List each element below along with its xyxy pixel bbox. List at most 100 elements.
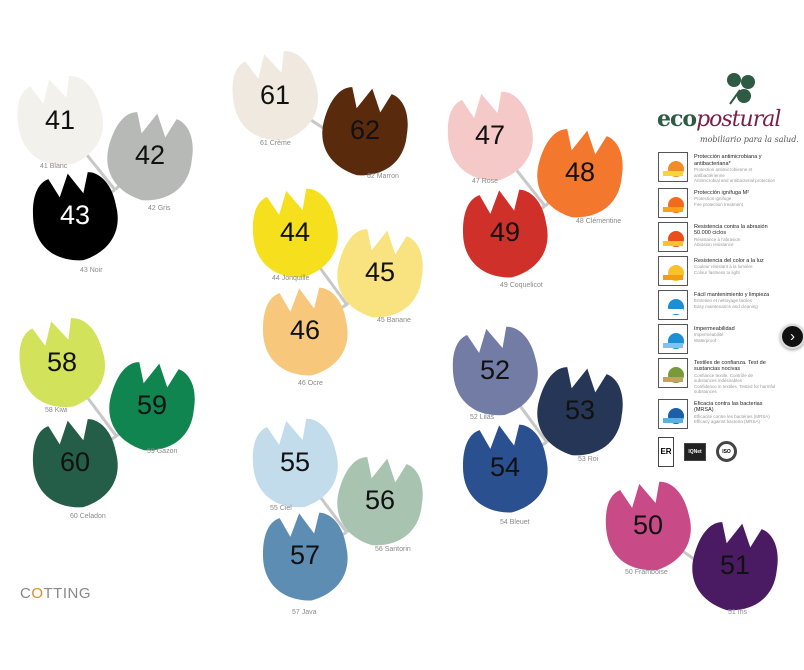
feature-list: Protección antimicrobiana y antibacteria… (658, 152, 782, 467)
color-swatch-53: 53 (532, 362, 628, 458)
feature-fr: Résistance à l'abrasion (694, 236, 741, 242)
color-swatch-46: 46 (257, 282, 353, 378)
feature-en: Colour fastness to light (694, 269, 740, 275)
swatch-number: 56 (364, 484, 396, 515)
color-swatch-54: 54 (457, 419, 553, 515)
swatch-number: 46 (289, 314, 321, 345)
water-drop-icon (658, 323, 688, 354)
swatch-number: 42 (134, 139, 166, 170)
swatch-number: 62 (349, 114, 381, 145)
feature-fr: Efficacité contre les bactéries (MRSA) (694, 413, 770, 419)
color-swatch-51: 51 (687, 517, 783, 613)
swatch-label: 48 Clémentine (576, 218, 622, 225)
feature-item: Impermeabilidad Imperméabilité Waterproof (658, 323, 782, 354)
color-swatch-59: 59 (104, 357, 200, 453)
color-swatch-45: 45 (332, 224, 428, 320)
swatch-label: 54 Bleuet (500, 519, 530, 526)
feature-en: Fire protection treatment (694, 201, 744, 207)
clover-logo-icon (727, 73, 755, 105)
feature-title: Fácil mantenimiento y limpieza (694, 291, 770, 298)
swatch-label: 56 Santorin (375, 546, 411, 553)
color-swatch-43: 43 (27, 167, 123, 263)
swatch-label: 47 Rose (472, 178, 499, 185)
color-swatch-55: 55 (247, 414, 343, 510)
color-swatch-50: 50 (600, 477, 696, 573)
leaf-shape (109, 362, 195, 451)
sunrise-icon (658, 255, 688, 286)
swatch-number: 51 (719, 549, 751, 580)
next-image-button[interactable]: › (780, 324, 804, 349)
feature-title: Protección ignífuga M² (694, 189, 750, 196)
color-swatch-58: 58 (14, 314, 110, 410)
color-swatch-41: 41 (12, 72, 108, 168)
swatch-number: 50 (632, 509, 664, 540)
feature-text: Resistencia contra la abrasión 50.000 ci… (694, 222, 776, 248)
feature-text: Protección antimicrobiana y antibacteria… (694, 152, 776, 184)
swatch-number: 43 (59, 199, 91, 230)
color-swatch-52: 52 (447, 322, 543, 418)
color-swatch-48: 48 (532, 124, 628, 220)
swatch-number: 45 (364, 256, 396, 287)
feature-en: Easy maintenance and cleaning (694, 303, 758, 309)
swatch-label: 42 Gris (148, 205, 171, 212)
leaf-shape (337, 457, 423, 546)
brand-tagline: mobiliario para la salud. (700, 135, 799, 144)
swatch-label: 44 Jonquille (272, 275, 310, 282)
feature-text: Textiles de confianza. Test de sustancia… (694, 358, 776, 395)
feature-item: Textiles de confianza. Test de sustancia… (658, 357, 782, 395)
swatch-label: 59 Gazon (147, 448, 178, 455)
leaf-shape (463, 424, 548, 513)
feature-title: Resistencia del color a la luz (694, 257, 764, 264)
cotting-logo: COTTING (20, 585, 92, 602)
chevron-right-icon: › (790, 328, 795, 345)
leaf-shape (232, 51, 319, 141)
color-swatch-61: 61 (227, 47, 323, 143)
swatch-label: 49 Coquelicot (500, 282, 543, 289)
sun-bacteria-icon (658, 152, 688, 182)
abrasion-icon (658, 221, 688, 252)
swatch-number: 59 (136, 389, 168, 420)
feature-fr: Confiance textile. Contrôle de substance… (694, 372, 754, 384)
feature-text: Fácil mantenimiento y limpieza Entretien … (694, 290, 776, 310)
leaf-shape (463, 189, 548, 278)
feature-fr: Imperméabilité (694, 332, 724, 337)
swatch-number: 57 (289, 539, 321, 570)
color-swatch-57: 57 (257, 507, 353, 603)
feature-title: Textiles de confianza. Test de sustancia… (694, 359, 766, 373)
swatch-label: 43 Noir (80, 267, 103, 274)
swatch-number: 60 (59, 446, 91, 477)
swatch-label: 57 Java (292, 609, 317, 616)
swatch-number: 47 (474, 119, 506, 150)
feature-title: Impermeabilidad (694, 325, 735, 332)
leaf-shape (537, 129, 623, 218)
leaf-shape (337, 229, 423, 318)
leaf-shape (447, 91, 533, 181)
swatch-label: 41 Blanc (40, 163, 68, 170)
leaf-shape (692, 522, 778, 611)
leaf-shape (605, 481, 691, 571)
feature-fr: Protection ignifuge (694, 196, 732, 201)
swatch-label: 61 Crème (260, 140, 291, 147)
cert-iso-seal: ISO (716, 441, 737, 462)
swatch-label: 46 Ocre (298, 380, 323, 387)
oeko-tex-icon (658, 357, 688, 388)
swatch-label: 53 Roi (578, 456, 599, 463)
feature-item: Resistencia del color a la luz Couleur ré… (658, 255, 782, 286)
feature-text: Resistencia del color a la luz Couleur ré… (694, 256, 776, 276)
feature-item: Protección antimicrobiana y antibacteria… (658, 152, 782, 184)
leaf-shape (263, 287, 348, 376)
swatch-label: 55 Ciel (270, 505, 292, 512)
color-swatch-49: 49 (457, 184, 553, 280)
brand-name: ecopostural (657, 106, 781, 132)
swatch-number: 44 (279, 216, 311, 247)
swatch-number: 41 (44, 104, 76, 135)
feature-en: Abrasion resistance (694, 242, 734, 247)
swatch-number: 53 (564, 394, 596, 425)
feature-en: Confidence in textiles. Tested for harmf… (694, 383, 776, 395)
feature-item: Eficacia contra las bacterias (MRSA) Effi… (658, 398, 782, 429)
swatch-number: 52 (479, 354, 511, 385)
feature-en: Waterproof (694, 337, 717, 343)
feature-fr: Protection antimicrobienne et antibactér… (694, 167, 753, 178)
feature-text: Impermeabilidad Imperméabilité Waterproof (694, 324, 776, 344)
leaf-shape (322, 87, 408, 176)
